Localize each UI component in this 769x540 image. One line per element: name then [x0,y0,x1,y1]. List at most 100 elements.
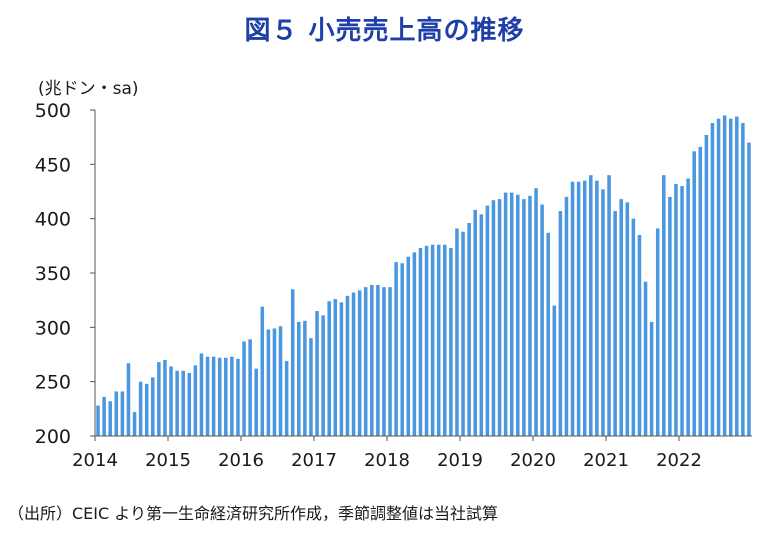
bar [211,356,216,436]
bar [704,134,709,436]
bar [424,245,429,436]
x-tick-label: 2018 [364,450,410,471]
bar [260,306,265,436]
bar [339,302,344,436]
bar [570,181,575,436]
bar [151,377,155,436]
bar [333,299,338,436]
bar [181,370,185,436]
bar [540,204,544,436]
bar [662,175,666,436]
bar [674,183,678,436]
bar [236,358,240,436]
bar [589,175,593,436]
y-tick-label: 200 [35,426,71,448]
bar [461,231,465,436]
bar [430,244,435,436]
bar [522,199,526,436]
bar [187,372,192,436]
bar [400,263,404,436]
bar [455,228,459,436]
bar [144,383,149,436]
bar [546,232,550,436]
bar [315,311,319,436]
bar [582,180,587,436]
bar [132,412,137,436]
bar [297,321,301,436]
bar [698,146,703,437]
bar [741,123,745,436]
bar [278,326,283,436]
source-note: （出所）CEIC より第一生命経済研究所作成，季節調整値は当社試算 [8,504,498,523]
bar [722,115,727,436]
bar [631,218,636,436]
bar [443,244,447,436]
bar [351,292,356,436]
bar [242,341,246,436]
y-tick-label: 400 [35,209,71,231]
bar [248,339,252,436]
x-tick-label: 2020 [510,450,556,471]
bar [534,188,538,436]
x-tick-label: 2021 [583,450,629,471]
bar [205,356,210,436]
bar [692,151,696,436]
bar [327,301,331,436]
bar [643,281,648,436]
x-tick-label: 2014 [72,450,118,471]
bar [309,338,313,436]
bar [552,305,557,436]
bar [321,315,325,436]
bar [564,196,569,436]
bar [120,391,125,436]
bar [199,353,204,436]
bar [363,287,368,436]
bar [382,287,386,436]
bar [716,118,721,437]
bar [96,405,100,436]
bar [157,362,161,436]
bar [163,359,167,436]
bar [418,248,423,436]
bar [595,180,599,436]
bar [108,401,112,436]
bar [558,211,563,436]
x-tick-label: 2016 [218,450,264,471]
bar [388,287,392,436]
bar [175,370,179,436]
bar [284,361,289,436]
bar [728,118,733,437]
bar [473,209,477,436]
retail-sales-chart: 200 250 300 350 400 450 500 2014 2015 2016 2017 20… [35,100,752,471]
bar [345,295,350,436]
bar [637,234,642,436]
bar [619,199,623,436]
bar [601,189,605,436]
bar [230,356,234,436]
bar [303,320,307,436]
bar [224,357,228,436]
x-tick-label: 2019 [437,450,483,471]
bar [509,192,514,436]
bar [467,223,471,436]
bar [485,205,490,436]
bar [735,116,739,437]
y-tick-label: 300 [35,317,71,339]
x-tick-label: 2017 [291,450,337,471]
bar [655,228,660,436]
bar [412,252,417,436]
bar [497,199,502,436]
bar [193,365,198,436]
bar [607,175,611,436]
bar [680,186,684,436]
x-tick-label: 2022 [656,450,702,471]
bar [516,194,520,436]
bar [406,256,411,436]
bar [357,290,362,436]
bar [479,214,484,436]
bar [266,329,271,436]
bar [747,142,751,436]
bar [503,192,508,436]
bar [169,366,173,436]
bar [710,123,715,436]
